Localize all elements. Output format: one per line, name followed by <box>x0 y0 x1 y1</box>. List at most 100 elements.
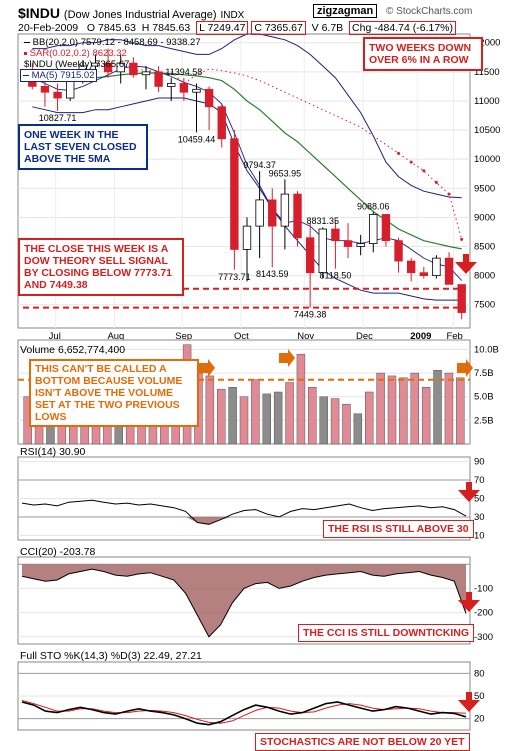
candle-body <box>129 62 138 76</box>
price-x-tick-label: 2009 <box>410 331 431 342</box>
price-value-label: 8831.35 <box>306 216 339 226</box>
candle-body <box>116 62 125 73</box>
sar-point <box>422 169 426 173</box>
candle-body <box>268 199 277 227</box>
candle-body <box>343 240 353 247</box>
rsi-y-tick-label: 70 <box>474 475 485 486</box>
volume-bar <box>308 387 317 445</box>
rsi-line <box>21 499 467 525</box>
close-value: C 7365.67 <box>251 21 306 35</box>
volume-bar <box>353 413 363 445</box>
candle-body <box>40 85 50 93</box>
volume-bar <box>330 398 340 445</box>
price-y-tick-label: 9000 <box>474 212 495 223</box>
cci-fill <box>22 564 466 637</box>
candle-body <box>457 284 466 313</box>
bb-lower-line <box>32 97 462 301</box>
volume-bar <box>421 387 431 445</box>
sar-point <box>397 151 401 155</box>
candle-body <box>406 260 416 274</box>
sto-down-arrow <box>458 692 480 712</box>
candle-body <box>381 214 391 242</box>
volume-bar <box>387 375 397 445</box>
price-y-tick-label: 11000 <box>474 96 500 107</box>
sar-line <box>108 62 463 240</box>
volume-bar <box>364 391 374 445</box>
price-y-tick-label: 9500 <box>474 183 495 194</box>
symbol-title: $INDU (Dow Jones Industrial Average) IND… <box>18 5 245 21</box>
cci-y-tick-label: -300 <box>474 632 493 643</box>
sto-k-line <box>21 701 467 726</box>
volume-bar <box>251 379 260 445</box>
sar-point <box>447 192 451 196</box>
sar-point <box>409 160 413 164</box>
sto-label: Full STO %K(14,3) %D(3) 22.49, 27.21 <box>20 650 202 662</box>
candle-body <box>103 62 113 73</box>
candle-body <box>444 257 454 285</box>
price-value-label: 8118.50 <box>319 271 351 281</box>
candle-body <box>255 199 264 227</box>
candle-body <box>53 91 62 99</box>
candle-body <box>394 240 403 262</box>
rsi-y-tick-label: 50 <box>474 494 485 505</box>
price-value-label: 11394.58 <box>165 67 202 77</box>
volume-arrow <box>457 359 473 377</box>
candle-body <box>318 228 327 274</box>
candle-body <box>293 193 302 239</box>
price-x-tick-label: Feb <box>446 331 462 342</box>
price-value-label: 7773.71 <box>218 272 251 282</box>
volume-label: Volume 6,652,774,400 <box>20 344 126 356</box>
price-value-label: 9794.37 <box>243 160 276 170</box>
volume-bar <box>376 372 385 445</box>
volume-value: V 6.7B <box>311 22 344 34</box>
price-y-tick-label: 8500 <box>474 241 495 252</box>
candle-body <box>217 106 226 140</box>
price-value-label: 10459.44 <box>178 134 216 144</box>
bb-upper-line <box>32 33 462 199</box>
candle-body <box>331 228 340 242</box>
volume-bar <box>456 377 465 445</box>
rsi-y-tick-label: 90 <box>474 457 485 468</box>
rsi-down-arrow <box>458 482 480 502</box>
sto-d-line <box>21 700 467 724</box>
volume-y-tick-label: 10.0B <box>474 344 499 355</box>
price-y-tick-label: 10000 <box>474 154 500 165</box>
rsi-label: RSI(14) 30.90 <box>20 446 86 458</box>
volume-bar <box>296 353 306 445</box>
candle-body <box>179 83 189 93</box>
annotation-two-weeks: TWO WEEKS DOWN OVER 6% IN A ROW <box>363 37 483 71</box>
legend-sar: SAR(0.02,0.2) 8623.32 <box>24 48 127 59</box>
cci-line <box>21 568 467 638</box>
volume-bar <box>433 370 442 445</box>
sto-y-tick-label: 50 <box>474 691 485 702</box>
price-y-tick-label: 12000 <box>474 38 500 49</box>
candle-body <box>154 71 163 87</box>
ma-swatch <box>23 74 29 77</box>
volume-bar <box>319 396 328 445</box>
annotation-volume: THIS CAN'T BE CALLED A BOTTOM BECAUSE VO… <box>29 359 199 427</box>
legend-bb: BB(20,2.0) 7579.12 - 8458.69 - 9338.27 <box>24 37 201 48</box>
candle-body <box>192 88 201 93</box>
candle-body <box>141 71 151 76</box>
candle-body <box>419 272 428 277</box>
volume-bar <box>228 387 237 445</box>
sto-y-tick-label: 80 <box>474 668 485 679</box>
annotation-rsi: THE RSI IS STILL ABOVE 30 <box>323 520 474 538</box>
volume-bar <box>444 372 454 445</box>
candle-body <box>242 225 252 250</box>
legend-price: $INDU (Weekly) 7365.67 <box>24 59 130 70</box>
price-value-label: 8143.59 <box>256 269 289 279</box>
price-value-label: 9088.06 <box>357 201 390 211</box>
volume-y-tick-label: 2.5B <box>474 415 494 426</box>
volume-bar <box>205 375 215 445</box>
price-value-label: 9653.95 <box>269 168 302 178</box>
volume-bar <box>239 396 249 445</box>
cci-down-arrow <box>458 592 480 612</box>
volume-arrow <box>199 359 215 377</box>
volume-bar <box>216 388 226 445</box>
price-y-tick-label: 11500 <box>474 67 500 78</box>
bb-swatch <box>24 41 30 44</box>
sto-y-tick-label: 20 <box>474 714 485 725</box>
price-y-tick-label: 10500 <box>474 125 500 136</box>
